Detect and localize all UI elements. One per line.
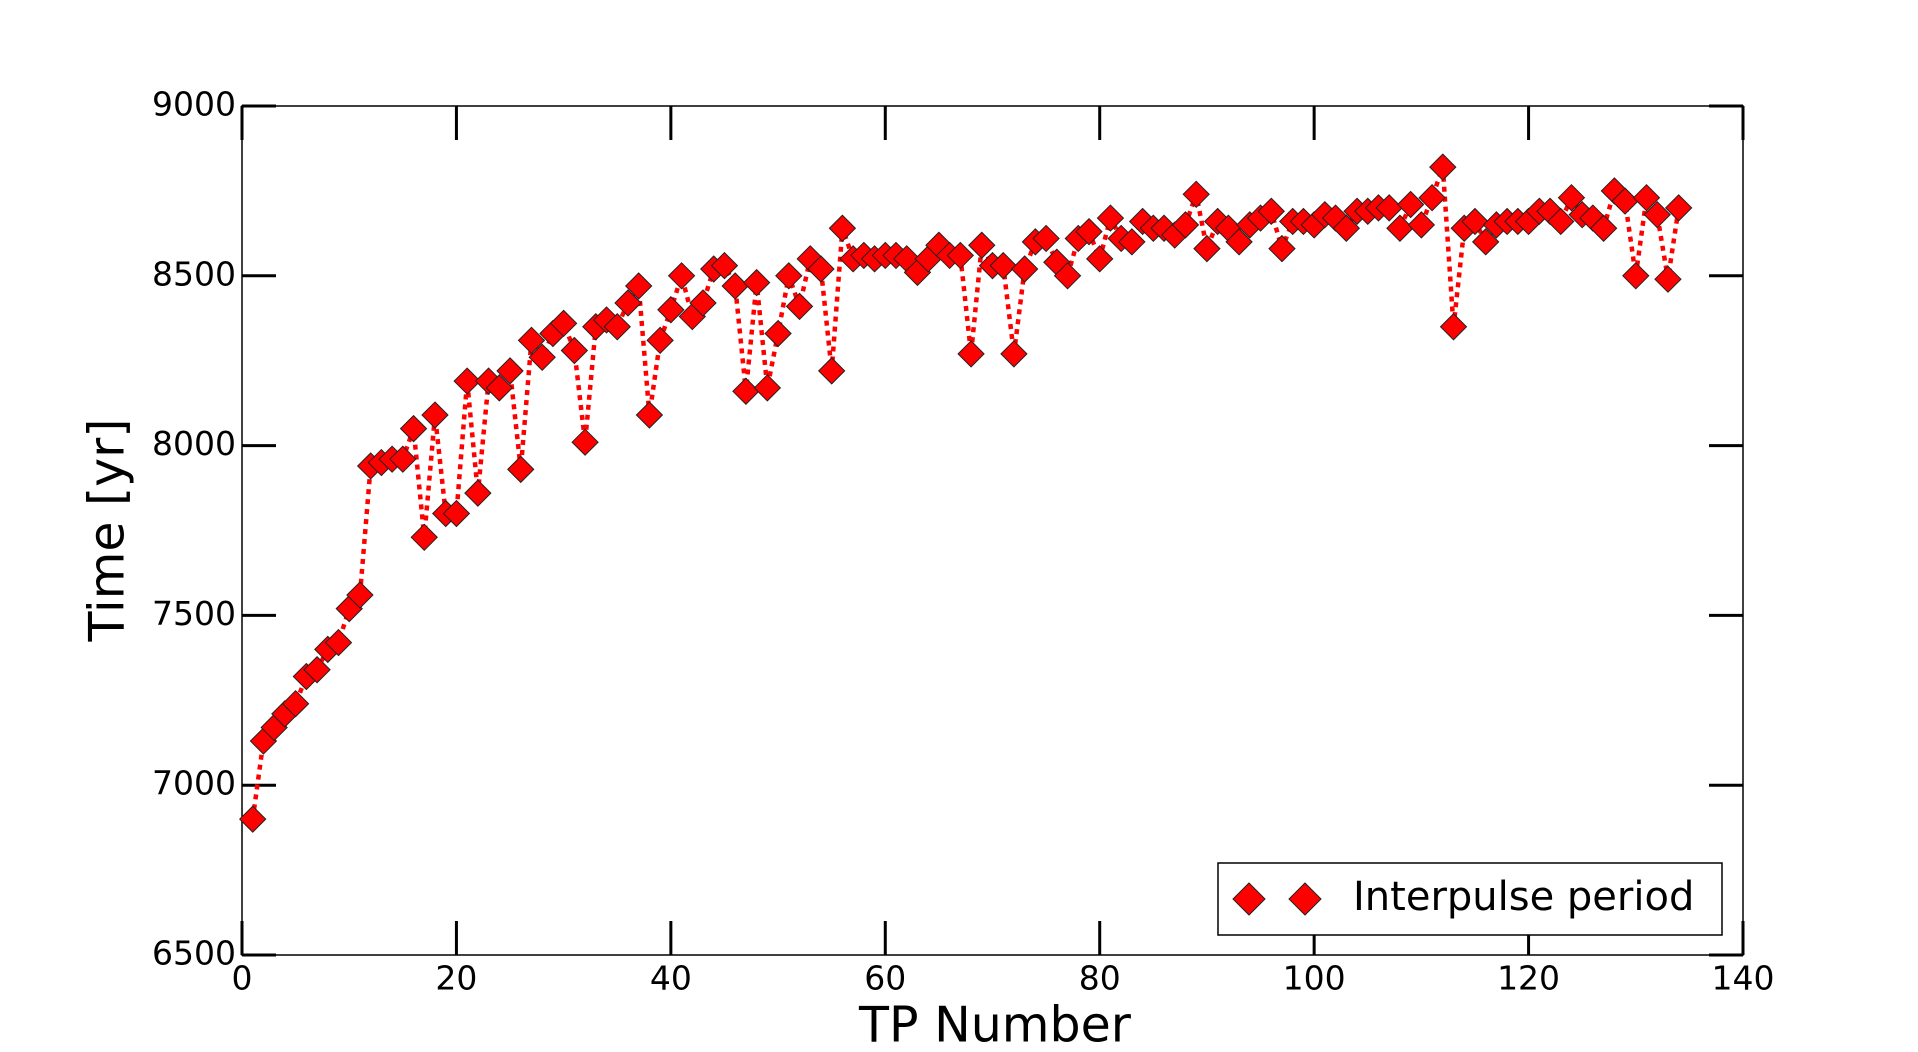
data-point <box>324 628 353 657</box>
data-point <box>742 268 771 297</box>
data-point <box>389 445 417 473</box>
data-point <box>957 340 985 368</box>
data-point <box>1439 313 1468 341</box>
legend-marker <box>1232 882 1266 916</box>
data-point <box>1589 214 1618 242</box>
x-axis-label: TP Number <box>858 997 1132 1052</box>
data-point <box>453 367 481 395</box>
legend-marker <box>1288 882 1322 916</box>
data-point <box>1000 340 1028 368</box>
data-point <box>1622 262 1650 290</box>
data-point <box>624 272 653 300</box>
data-point <box>507 455 535 484</box>
data-point <box>1257 197 1285 225</box>
y-tick-label: 8500 <box>152 254 236 293</box>
data-point <box>1010 255 1039 283</box>
data-point <box>1375 194 1403 222</box>
data-point <box>303 656 331 684</box>
data-point <box>785 292 814 321</box>
data-point <box>1407 211 1436 239</box>
data-point <box>1118 228 1146 256</box>
x-tick-label: 20 <box>435 959 477 998</box>
data-point <box>1096 204 1125 232</box>
data-point <box>1086 245 1114 273</box>
data-point <box>721 272 749 300</box>
data-point <box>239 805 267 833</box>
data-point <box>1332 214 1361 242</box>
data-point <box>1396 190 1425 219</box>
x-tick-label: 140 <box>1712 959 1775 998</box>
data-point <box>560 336 589 365</box>
data-point <box>410 523 438 551</box>
data-point <box>603 313 631 341</box>
data-point <box>667 262 696 290</box>
x-tick-label: 40 <box>650 959 692 998</box>
data-point <box>1193 234 1221 263</box>
data-point <box>1429 153 1457 181</box>
data-point <box>646 326 674 355</box>
data-point <box>775 262 803 290</box>
data-point <box>946 241 975 270</box>
data-point <box>485 374 514 402</box>
data-point <box>421 401 449 429</box>
data-point <box>657 296 685 324</box>
data-point <box>496 357 524 385</box>
data-point <box>1053 262 1082 290</box>
data-point <box>1386 214 1414 242</box>
data-point <box>817 357 846 385</box>
data-point <box>614 289 642 317</box>
data-point <box>764 319 792 348</box>
x-tick-label: 100 <box>1283 959 1346 998</box>
data-point <box>571 428 599 456</box>
data-point <box>753 374 782 402</box>
x-tick-label: 0 <box>232 959 253 998</box>
data-point <box>1632 183 1661 212</box>
y-axis-label: Time [yr] <box>79 419 136 643</box>
data-point <box>1461 207 1489 236</box>
x-tick-label: 60 <box>864 959 906 998</box>
legend-label: Interpulse period <box>1353 874 1694 920</box>
data-point <box>968 231 996 259</box>
data-point <box>1471 228 1500 256</box>
data-point <box>1654 265 1682 293</box>
y-tick-label: 6500 <box>152 934 236 973</box>
data-point <box>1664 194 1693 222</box>
y-tick-label: 8000 <box>152 424 236 463</box>
data-point <box>635 401 664 429</box>
data-point <box>346 581 374 609</box>
data-point <box>528 343 556 372</box>
data-point <box>517 326 546 355</box>
data-point <box>549 309 578 338</box>
y-tick-label: 7500 <box>152 594 236 633</box>
data-point <box>399 414 428 443</box>
data-point <box>732 377 760 405</box>
data-point <box>1225 228 1253 256</box>
data-point <box>828 214 857 242</box>
y-tick-label: 9000 <box>152 85 236 124</box>
data-point <box>989 251 1017 280</box>
data-point <box>1547 207 1575 236</box>
y-tick-label: 7000 <box>152 764 236 803</box>
plot-frame <box>241 105 1744 956</box>
x-tick-label: 80 <box>1079 959 1121 998</box>
data-point <box>1418 183 1446 212</box>
data-point <box>1171 211 1200 239</box>
data-point <box>464 479 492 507</box>
data-point <box>1032 224 1060 253</box>
data-point <box>1268 234 1296 263</box>
data-point <box>1611 187 1639 215</box>
data-point <box>281 689 310 718</box>
data-point <box>1643 200 1671 229</box>
data-point <box>1557 183 1586 212</box>
x-tick-label: 120 <box>1497 959 1560 998</box>
data-point <box>807 255 835 283</box>
data-point <box>442 499 471 528</box>
data-point <box>710 251 739 280</box>
data-point <box>689 289 717 317</box>
data-point <box>1182 180 1210 209</box>
data-point <box>1075 217 1103 246</box>
